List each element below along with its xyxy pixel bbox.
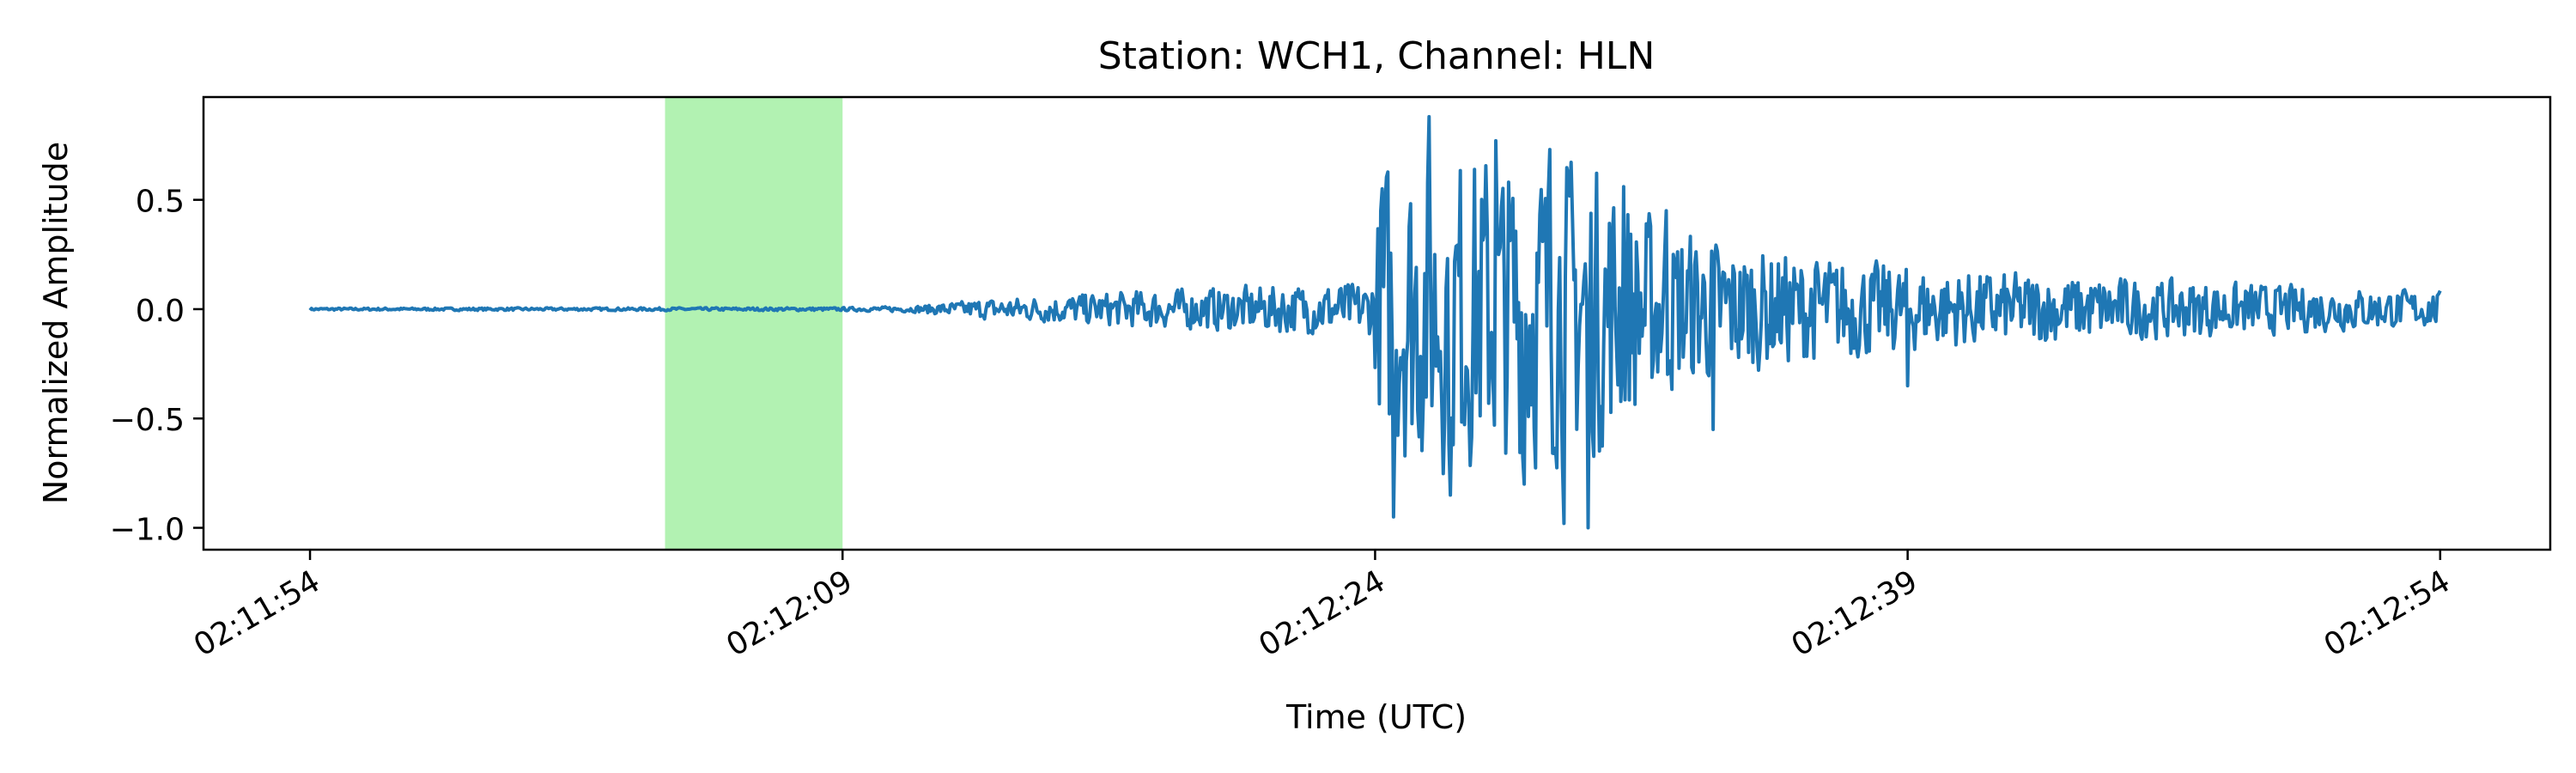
y-tick-label: 0.5 [136, 185, 185, 220]
chart-title: Station: WCH1, Channel: HLN [1098, 34, 1655, 78]
x-axis-label: Time (UTC) [1285, 698, 1467, 736]
y-tick-label: −1.0 [110, 513, 185, 548]
y-axis-label: Normalized Amplitude [37, 142, 75, 504]
y-tick-label: 0.0 [136, 294, 185, 329]
highlight-window [665, 97, 843, 550]
y-axis: 0.5 0.0 −0.5 −1.0 [110, 185, 204, 548]
y-tick-label: −0.5 [110, 403, 185, 438]
plot-frame [202, 95, 2552, 551]
waveform-line [308, 114, 2442, 530]
